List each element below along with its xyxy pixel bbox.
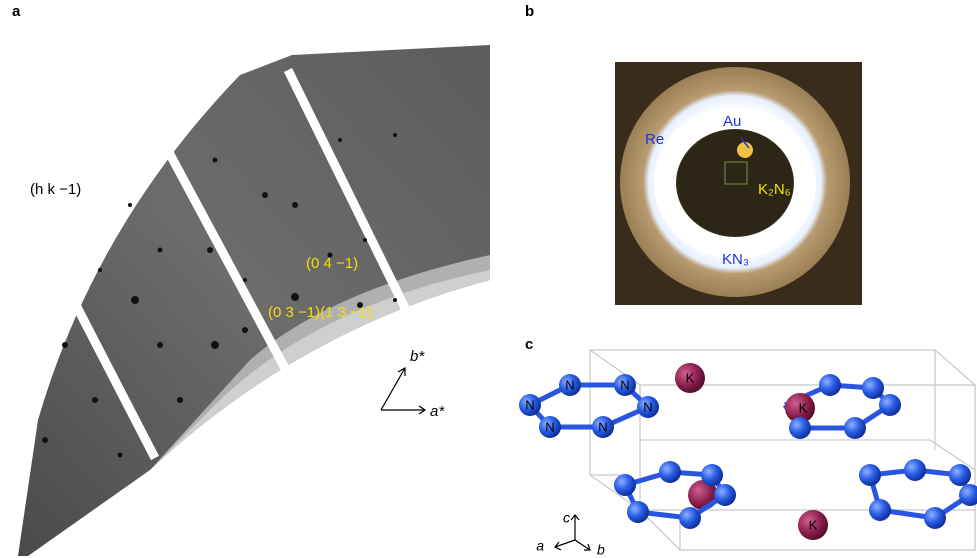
axis-label: b* — [410, 348, 425, 365]
atom-label: N — [598, 419, 607, 434]
atom-label: N — [643, 399, 652, 414]
panel-label: c — [525, 336, 533, 353]
material-label: KN₃ — [722, 251, 749, 268]
n-atom — [869, 499, 891, 521]
n-atom — [844, 417, 866, 439]
n-atom — [701, 464, 723, 486]
n-atom — [627, 501, 649, 523]
material-label: Au — [723, 113, 741, 130]
n-atom — [539, 416, 561, 438]
diffraction-image — [18, 45, 490, 556]
atom-label: K — [799, 400, 808, 415]
spot-label: (0 3 −1)(1 3 −1) — [268, 304, 372, 321]
k-atom — [675, 363, 705, 393]
spot-label: (0 4 −1) — [306, 255, 358, 272]
k-atom — [798, 510, 828, 540]
atom-label: N — [545, 419, 554, 434]
atom-label: N — [565, 377, 574, 392]
axis-label: a — [536, 538, 544, 554]
n-atom — [519, 394, 541, 416]
plane-label: (h k −1) — [30, 181, 81, 198]
k-atom — [785, 393, 815, 423]
axis-label: c — [563, 510, 570, 526]
atom-label: N — [525, 397, 534, 412]
n-atom — [924, 507, 946, 529]
atom-label: K — [686, 370, 695, 385]
atom-label: N — [620, 377, 629, 392]
n-atom — [592, 416, 614, 438]
n-atom — [714, 484, 736, 506]
axes-glyph — [554, 514, 591, 551]
n-atom — [679, 507, 701, 529]
axis-label: a* — [430, 403, 445, 420]
axis-label: b — [597, 542, 605, 558]
n-atom — [959, 484, 977, 506]
n-atom — [559, 374, 581, 396]
n-atom — [637, 396, 659, 418]
n-atom — [614, 474, 636, 496]
n-atom — [904, 459, 926, 481]
material-label: Re — [645, 131, 664, 148]
material-label: K₂N₆ — [758, 181, 791, 198]
panel-label: b — [525, 3, 534, 20]
n-atom — [614, 374, 636, 396]
n-atom — [949, 464, 971, 486]
atom-label: K — [809, 517, 818, 532]
n-atom — [879, 394, 901, 416]
n-atom — [659, 461, 681, 483]
n-atom — [789, 417, 811, 439]
n-atom — [862, 377, 884, 399]
cell-photo — [615, 62, 862, 305]
panel-label: a — [12, 3, 21, 20]
unit-cell — [589, 349, 977, 551]
n-atom — [819, 374, 841, 396]
n-atom — [859, 464, 881, 486]
